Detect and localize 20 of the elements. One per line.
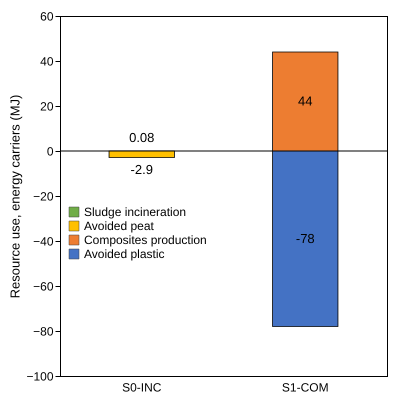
x-tick-label: S1-COM [282, 380, 329, 394]
y-tick-label: −100 [26, 370, 54, 384]
y-tick-label: 0 [46, 144, 54, 158]
y-tick-label: 40 [40, 54, 54, 68]
y-tick-label: 20 [40, 100, 54, 114]
x-tick-label: S0-INC [122, 380, 162, 394]
legend-label: Avoided plastic [84, 247, 164, 261]
y-tick-label: −60 [33, 280, 54, 294]
legend-label: Sludge incineration [84, 205, 186, 219]
y-tick-label: 60 [40, 10, 54, 24]
data-label: -2.9 [130, 162, 153, 178]
legend-label: Composites production [84, 233, 207, 247]
data-label: -78 [296, 230, 315, 246]
data-label: 44 [298, 94, 312, 108]
data-label: 0.08 [129, 130, 154, 146]
y-axis-title: Resource use, energy carriers (MJ) [7, 94, 22, 298]
legend-label: Avoided peat [84, 219, 155, 233]
y-tick-label: −80 [33, 324, 54, 338]
y-tick-label: −40 [33, 234, 54, 248]
y-tick-label: −20 [33, 190, 54, 204]
